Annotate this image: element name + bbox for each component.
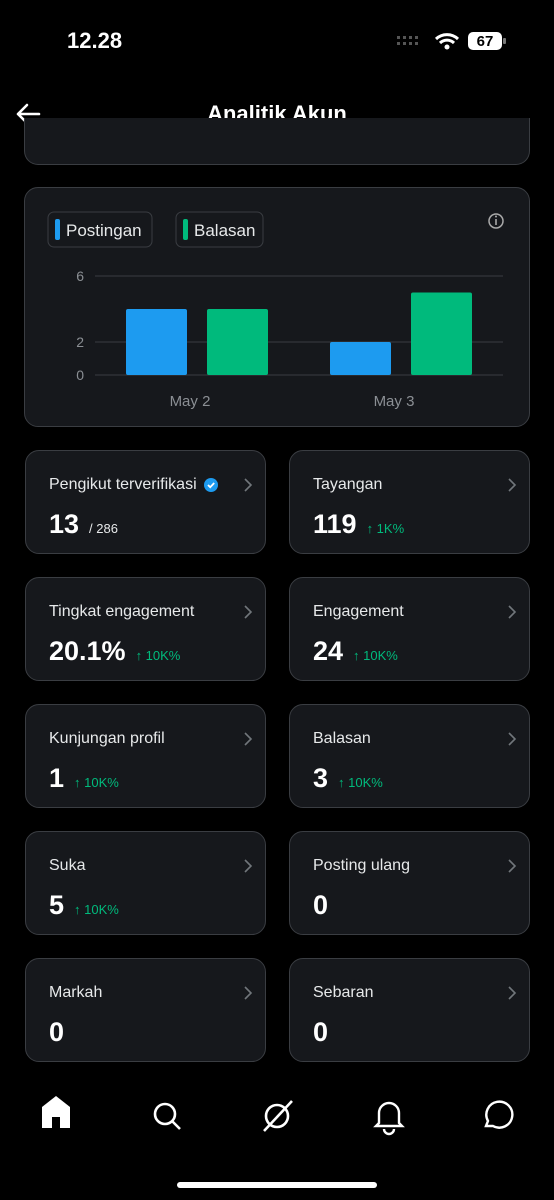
bar xyxy=(126,309,187,375)
card-change: ↑ 10K% xyxy=(74,902,119,917)
card-label-text: Engagement xyxy=(313,603,404,620)
card-label: Sebaran xyxy=(313,984,374,1002)
card-change: ↑ 10K% xyxy=(353,648,398,663)
y-tick-label: 6 xyxy=(76,268,84,284)
card-label-text: Sebaran xyxy=(313,984,374,1001)
card-label-text: Tingkat engagement xyxy=(49,603,195,620)
chevron xyxy=(508,478,517,492)
stat-card[interactable]: Posting ulang 0 xyxy=(289,831,530,935)
x-tick-label: May 3 xyxy=(374,393,415,410)
chevron xyxy=(508,859,517,873)
stat-card[interactable]: Balasan 3 ↑ 10K% xyxy=(289,704,530,808)
card-value-text: 0 xyxy=(49,1017,65,1047)
card-label: Tingkat engagement xyxy=(49,603,194,621)
card-label: Suka xyxy=(49,857,85,875)
card-value-text: 20.1% xyxy=(49,636,126,666)
status-time: 12.28 xyxy=(67,28,123,53)
card-label-text: Pengikut terverifikasi xyxy=(49,476,197,493)
card-value: 20.1% ↑ 10K% xyxy=(49,636,180,667)
card-label-text: Posting ulang xyxy=(313,857,410,874)
bottom-nav xyxy=(42,1096,514,1188)
legend-swatch xyxy=(183,219,188,240)
nav-notifications[interactable] xyxy=(373,1101,405,1136)
card-label-text: Tayangan xyxy=(313,476,383,493)
verified-badge xyxy=(203,478,218,492)
stat-card[interactable]: Tingkat engagement 20.1% ↑ 10K% xyxy=(25,577,266,681)
card-label: Tayangan xyxy=(313,476,382,494)
card-label: Kunjungan profil xyxy=(49,730,165,748)
card-value: 1 ↑ 10K% xyxy=(49,763,119,794)
stat-card[interactable]: Sebaran 0 xyxy=(289,958,530,1062)
bar xyxy=(207,309,268,375)
card-value-text: 1 xyxy=(49,763,65,793)
card-value: 119 ↑ 1K% xyxy=(313,509,404,540)
card-value: 5 ↑ 10K% xyxy=(49,890,119,921)
chevron xyxy=(508,986,517,1000)
card-label-text: Markah xyxy=(49,984,103,1001)
bar xyxy=(411,292,472,375)
chart: 0 2 6 Postingan Balasan May 2 May 3 xyxy=(47,211,504,410)
chevron xyxy=(244,859,253,873)
bar xyxy=(330,342,391,375)
card-change: ↑ 10K% xyxy=(338,775,383,790)
legend-item[interactable] xyxy=(47,211,153,248)
card-value: 24 ↑ 10K% xyxy=(313,636,398,667)
card-value-text: 119 xyxy=(313,509,357,539)
card-change: ↑ 1K% xyxy=(366,521,405,536)
chevron xyxy=(508,605,517,619)
legend-item[interactable] xyxy=(175,211,264,248)
card-sub: / 286 xyxy=(89,521,118,536)
card-label: Posting ulang xyxy=(313,857,410,875)
stat-card[interactable]: Kunjungan profil 1 ↑ 10K% xyxy=(25,704,266,808)
card-value: 0 xyxy=(49,1017,64,1048)
chevron xyxy=(244,732,253,746)
nav-home[interactable] xyxy=(42,1096,70,1128)
cut-panel xyxy=(24,118,530,165)
card-value: 13 / 286 xyxy=(49,509,118,540)
card-value: 0 xyxy=(313,890,328,921)
card-label-text: Kunjungan profil xyxy=(49,730,165,747)
chevron xyxy=(244,986,253,1000)
nav-grok[interactable] xyxy=(263,1100,293,1132)
card-value: 3 ↑ 10K% xyxy=(313,763,383,794)
nav-messages[interactable] xyxy=(484,1100,514,1129)
y-tick-label: 2 xyxy=(76,334,84,350)
legend-swatch xyxy=(55,219,60,240)
x-tick-label: May 2 xyxy=(170,393,211,410)
card-value: 0 xyxy=(313,1017,328,1048)
home-indicator xyxy=(177,1182,377,1188)
legend-label: Postingan xyxy=(66,221,142,240)
nav-search[interactable] xyxy=(153,1102,181,1130)
info-icon[interactable] xyxy=(488,213,504,229)
chevron xyxy=(508,732,517,746)
stat-card[interactable]: Pengikut terverifikasi 13 / 286 xyxy=(25,450,266,554)
status-icons: 67 xyxy=(397,32,506,50)
card-label-text: Suka xyxy=(49,857,86,874)
card-label: Balasan xyxy=(313,730,371,748)
card-value-text: 5 xyxy=(49,890,65,920)
y-tick-label: 0 xyxy=(76,367,84,383)
card-value-text: 0 xyxy=(313,890,329,920)
legend-label: Balasan xyxy=(194,221,255,240)
stat-card[interactable]: Suka 5 ↑ 10K% xyxy=(25,831,266,935)
stat-card[interactable]: Engagement 24 ↑ 10K% xyxy=(289,577,530,681)
card-change: ↑ 10K% xyxy=(74,775,119,790)
card-label: Markah xyxy=(49,984,102,1002)
card-value-text: 13 xyxy=(49,509,80,539)
chevron xyxy=(244,478,253,492)
card-value-text: 3 xyxy=(313,763,329,793)
stat-card[interactable]: Tayangan 119 ↑ 1K% xyxy=(289,450,530,554)
card-value-text: 24 xyxy=(313,636,344,666)
card-label: Engagement xyxy=(313,603,404,621)
card-label-text: Balasan xyxy=(313,730,371,747)
card-value-text: 0 xyxy=(313,1017,329,1047)
card-label: Pengikut terverifikasi xyxy=(49,476,218,494)
chevron xyxy=(244,605,253,619)
battery-level: 67 xyxy=(477,33,494,50)
card-change: ↑ 10K% xyxy=(135,648,181,663)
stat-card[interactable]: Markah 0 xyxy=(25,958,266,1062)
